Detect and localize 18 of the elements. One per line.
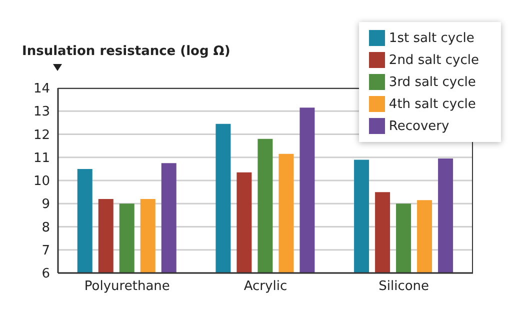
y-axis-title: Insulation resistance (log Ω) — [22, 44, 230, 59]
legend-label: 3rd salt cycle — [388, 75, 476, 90]
x-tick-label: Silicone — [378, 279, 430, 294]
y-tick-label: 10 — [33, 174, 50, 190]
y-tick-label: 6 — [42, 266, 50, 282]
y-tick-label: 14 — [33, 82, 50, 97]
y-tick-label: 13 — [33, 104, 50, 120]
legend-label: Recovery — [388, 119, 450, 134]
y-tick-label: 12 — [33, 128, 50, 143]
legend-label: 1st salt cycle — [388, 31, 474, 46]
x-tick-label: Polyurethane — [84, 279, 170, 294]
x-tick-label: Acrylic — [244, 279, 288, 294]
y-tick-label: 11 — [33, 150, 50, 166]
y-tick-label: 7 — [42, 243, 50, 258]
y-tick-label: 8 — [42, 220, 50, 236]
legend-label: 4th salt cycle — [388, 97, 476, 112]
y-tick-label: 9 — [42, 197, 50, 212]
legend-label: 2nd salt cycle — [388, 53, 479, 68]
